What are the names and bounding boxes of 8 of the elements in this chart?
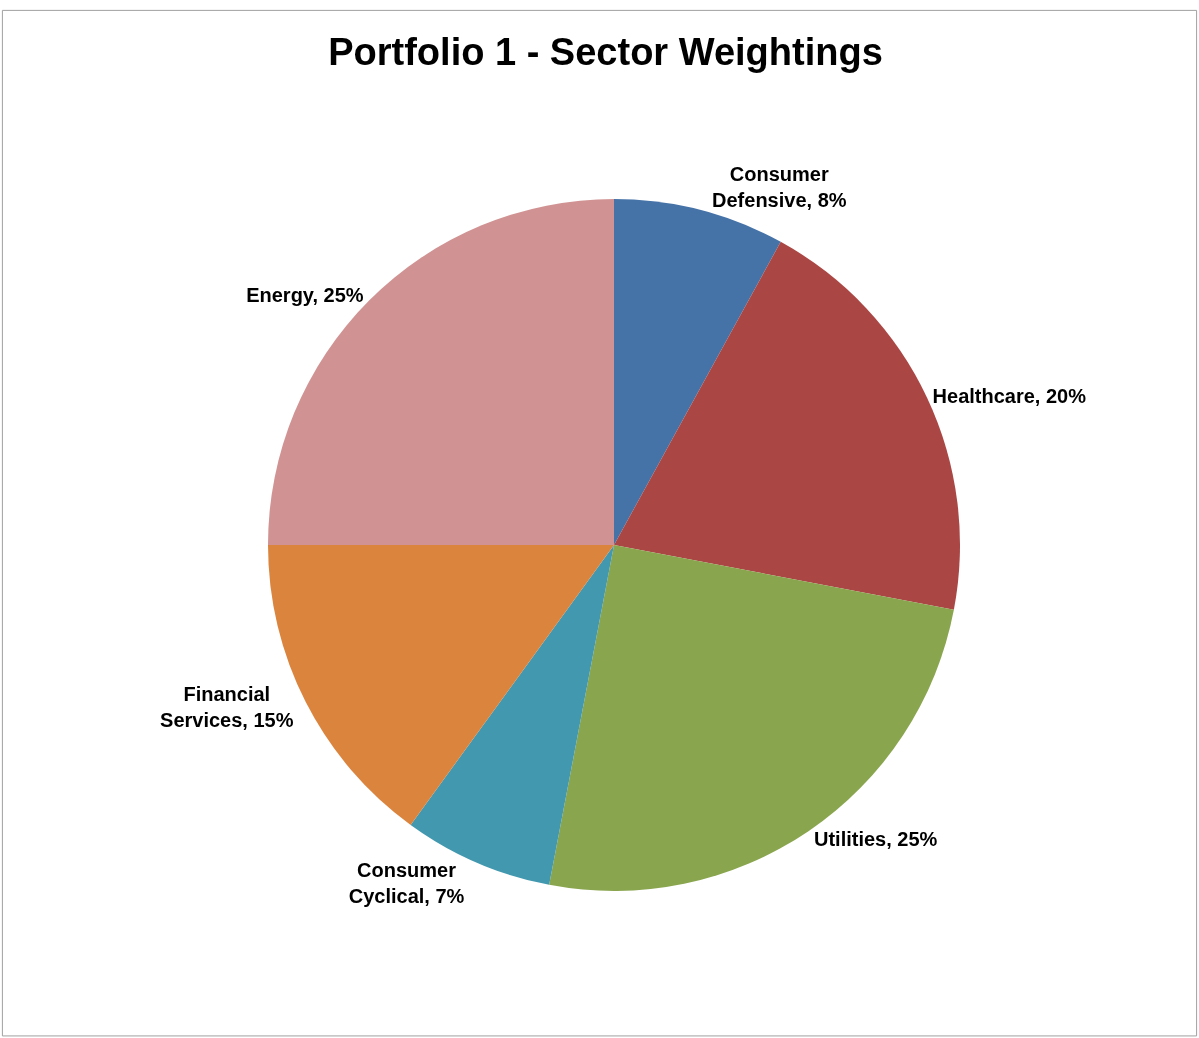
slice-label: Consumer Defensive, 8% [712,163,847,212]
slice-label: Financial Services, 15% [160,683,294,732]
pie-slice [549,545,954,891]
slice-label: Consumer Cyclical, 7% [348,858,465,907]
slice-label: Healthcare, 20% [932,384,1087,407]
slice-label: Utilities, 25% [813,827,938,850]
slice-label: Energy, 25% [246,283,364,306]
chart-title: Portfolio 1 - Sector Weightings [328,30,883,73]
